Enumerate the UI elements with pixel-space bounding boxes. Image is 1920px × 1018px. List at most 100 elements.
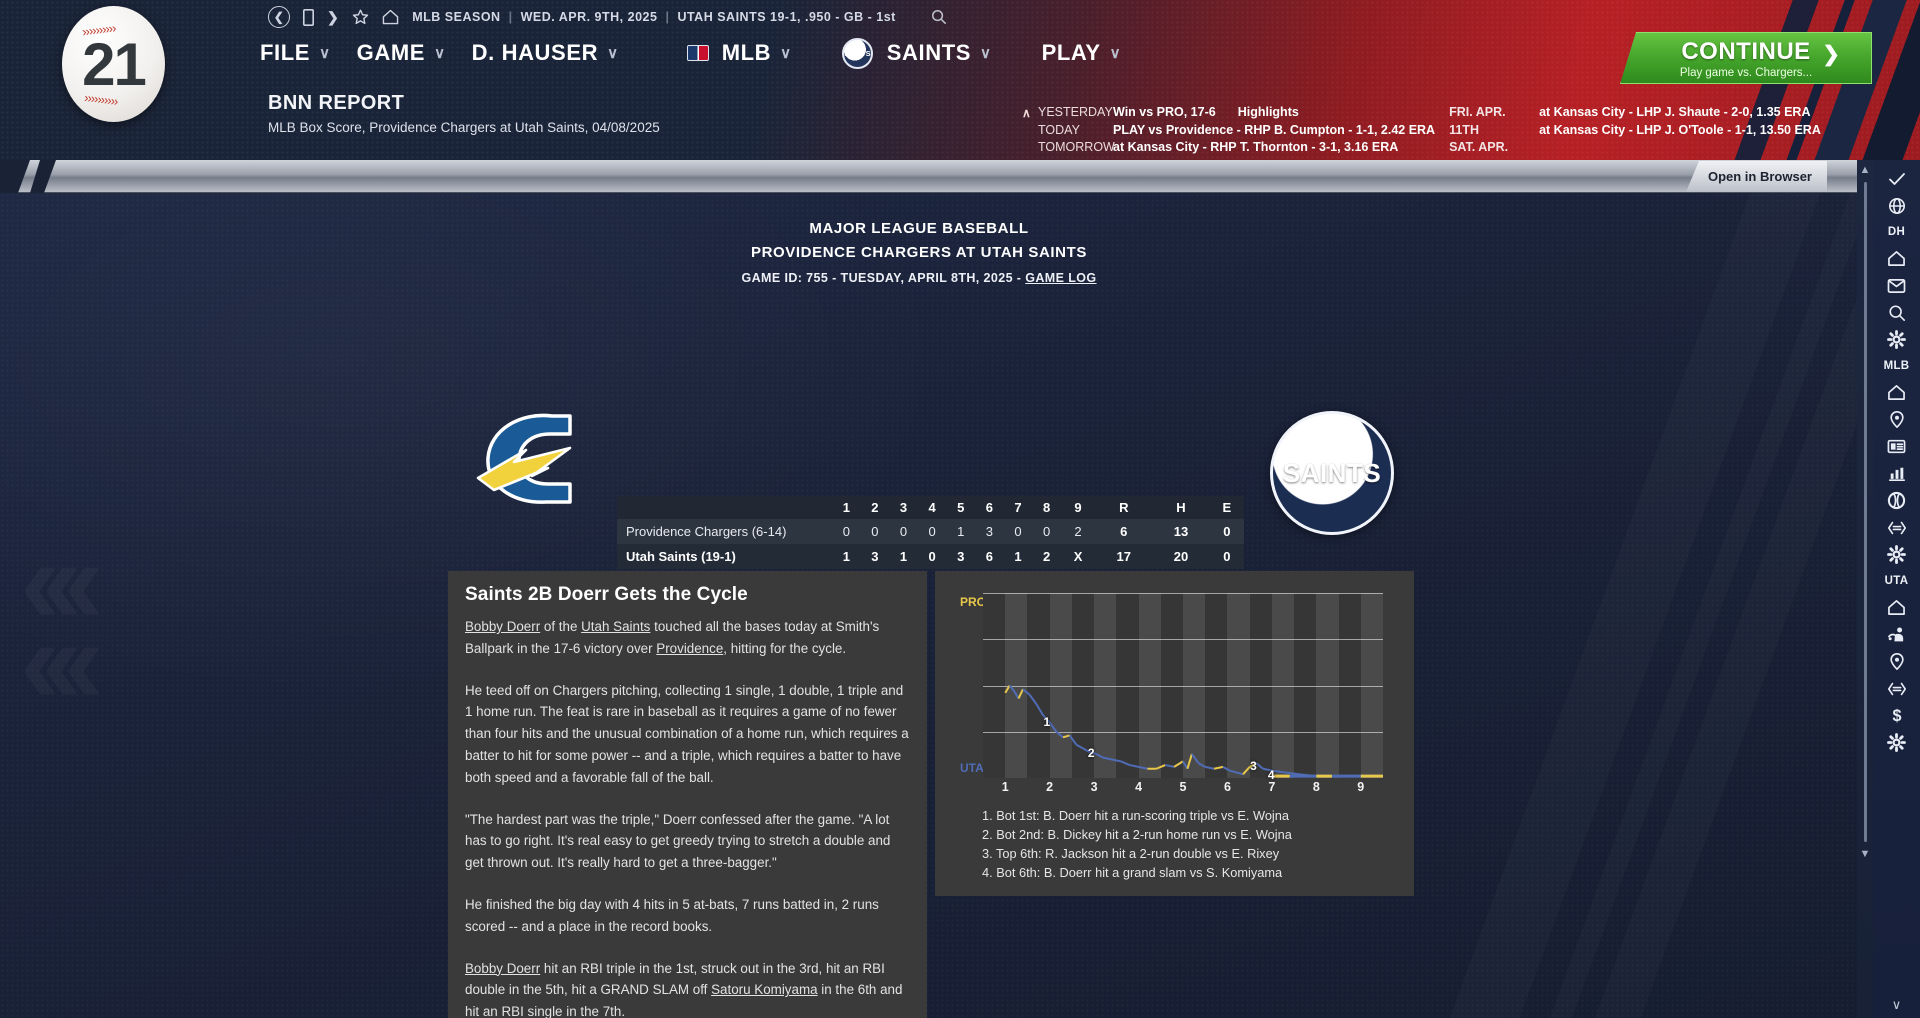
home-icon[interactable] [1879,245,1915,272]
check-icon[interactable] [1879,165,1915,192]
baseball-icon[interactable] [1879,487,1915,514]
schedule-strip: ∧ ∨ YESTERDAY TODAY TOMORROW Win vs PRO,… [1022,104,1821,160]
nav-label: MLB [721,40,772,65]
gear-icon[interactable] [1879,326,1915,353]
schedule-highlights-link[interactable]: Highlights [1237,105,1299,119]
nav-item-file[interactable]: FILE ∨ [260,40,357,66]
rail-group-label-dh: DH [1887,226,1906,238]
gear-icon[interactable] [1879,729,1915,756]
game-header: MAJOR LEAGUE BASEBALL PROVIDENCE CHARGER… [0,220,1838,285]
linescore-team-name[interactable]: Providence Chargers (6-14) [617,519,832,544]
star-icon[interactable] [352,9,369,26]
article-text: of the [540,619,582,634]
nav-item-saints[interactable]: SAINTS SAINTS ∨ [841,37,1018,69]
open-in-browser-button[interactable]: Open in Browser [1685,161,1827,192]
schedule-opponent[interactable]: at Kansas City - LHP J. O'Toole - 1-1, 1… [1539,122,1821,137]
nav-item-mlb[interactable]: MLB ∨ [686,40,818,66]
rail-scroll-down-icon[interactable]: ∨ [1891,997,1902,1012]
home-icon[interactable] [382,9,399,25]
location-icon[interactable] [1879,406,1915,433]
article-text: hit an RBI triple in the 1st, struck out… [465,960,885,998]
app-logo[interactable]: ›››››››››› 21 ›››››››››› [62,6,165,122]
team-link-providence[interactable]: Providence [656,640,724,656]
schedule-scroll-up-icon[interactable]: ∧ [1022,106,1031,120]
gear-icon[interactable] [1879,541,1915,568]
game-log-link[interactable]: GAME LOG [1025,271,1097,285]
linescore-header-row: 1 2 3 4 5 6 7 8 9 R H E [617,496,1244,519]
news-icon[interactable] [1879,433,1915,460]
chart-x-tick: 2 [1046,780,1054,794]
schedule-tomorrow[interactable]: at Kansas City - RHP T. Thornton - 3-1, … [1113,140,1399,154]
linescore-inning: 3 [860,544,890,569]
linescore-inning: 0 [860,519,890,544]
chart-x-tick: 4 [1135,780,1143,794]
rail-group-label-mlb: MLB [1883,360,1910,372]
page-icon[interactable] [303,8,314,26]
transactions-icon[interactable] [1879,514,1915,541]
home-icon[interactable] [1879,594,1915,621]
nav-item-manager[interactable]: D. HAUSER ∨ [472,40,645,66]
banner-dot-texture [0,0,1920,160]
scroll-up-icon[interactable]: ▲ [1859,164,1871,176]
page-scrollbar[interactable]: ▲ ▼ [1857,160,1873,1018]
schedule-result[interactable]: Win vs PRO, 17-6 [1113,105,1216,119]
breadcrumb-date: WED. APR. 9TH, 2025 [520,10,658,24]
player-link-doerr[interactable]: Bobby Doerr [465,619,541,634]
linescore-inning: 6 [975,544,1004,569]
continue-button[interactable]: CONTINUE Play game vs. Chargers... ❯ [1620,32,1872,84]
transactions-icon[interactable] [1879,675,1915,702]
article-text: touched all the bases today at Smith's B… [465,619,880,656]
linescore-row-away: Providence Chargers (6-14) 0 0 0 0 1 3 0… [617,519,1244,544]
chevron-down-icon: ∨ [607,45,619,62]
linescore-col: 1 [832,496,861,519]
linescore-inning: 0 [917,544,947,569]
search-icon[interactable] [931,9,947,25]
nav-item-game[interactable]: GAME ∨ [357,40,472,66]
schedule-today[interactable]: PLAY vs Providence - RHP B. Cumpton - 1-… [1113,122,1436,137]
chart-gridline [983,731,1383,733]
breadcrumb-league[interactable]: MLB SEASON [412,10,501,24]
location-icon[interactable] [1879,648,1915,675]
chart-x-tick: 3 [1090,780,1098,794]
roster-icon[interactable] [1879,621,1915,648]
chart-event-marker: 4 [1267,768,1275,783]
home-icon[interactable] [1879,379,1915,406]
news-article: Saints 2B Doerr Gets the Cycle Bobby Doe… [448,571,927,1018]
linescore-inning: 3 [975,519,1004,544]
matchup-title: PROVIDENCE CHARGERS AT UTAH SAINTS [751,244,1087,261]
back-arrow-icon[interactable]: ❮ [268,6,290,28]
top-banner: ❮ ❯ MLB SEASON | WED. APR. 9TH, 2025 | U… [0,0,1920,160]
forward-arrow-icon[interactable]: ❯ [327,8,340,25]
continue-sublabel: Play game vs. Chargers... [1679,66,1813,79]
player-link-komiyama[interactable]: Satoru Komiyama [711,982,818,998]
bar-chart-icon[interactable] [1879,460,1915,487]
linescore-team-header [617,496,832,519]
linescore-inning: 2 [1060,519,1096,544]
nav-label: GAME [356,40,426,65]
chart-event-text: 2. Bot 2nd: B. Dickey hit a 2-run home r… [982,827,1292,842]
breadcrumb: ❮ ❯ MLB SEASON | WED. APR. 9TH, 2025 | U… [268,4,947,30]
saints-logo-icon: SAINTS [841,37,873,69]
logo-number: 21 [82,30,147,98]
player-link-doerr[interactable]: Bobby Doerr [465,960,541,976]
linescore-inning: 0 [889,519,918,544]
linescore-team-name[interactable]: Utah Saints (19-1) [617,544,832,569]
scroll-down-icon[interactable]: ▼ [1859,848,1871,860]
schedule-opponent[interactable]: at Kansas City - LHP J. Shaute - 2-0, 1.… [1539,105,1811,119]
search-icon[interactable] [1879,299,1915,326]
team-link-saints[interactable]: Utah Saints [581,619,651,634]
chart-event-text: 1. Bot 1st: B. Doerr hit a run-scoring t… [982,808,1290,823]
globe-icon[interactable] [1879,192,1915,219]
nav-item-play[interactable]: PLAY ∨ [1042,40,1148,66]
dollar-icon[interactable]: $ [1879,702,1915,729]
scrollbar-thumb[interactable] [1863,182,1867,842]
mail-icon[interactable] [1879,272,1915,299]
home-team-logo: SAINTS [1270,411,1394,535]
schedule-day: TODAY [1038,122,1080,137]
article-paragraph-1: Bobby Doerr of the Utah Saints touched a… [465,616,910,660]
breadcrumb-team-record[interactable]: UTAH SAINTS 19-1, .950 - GB - 1st [677,10,896,24]
linescore-inning: 2 [1032,544,1061,569]
